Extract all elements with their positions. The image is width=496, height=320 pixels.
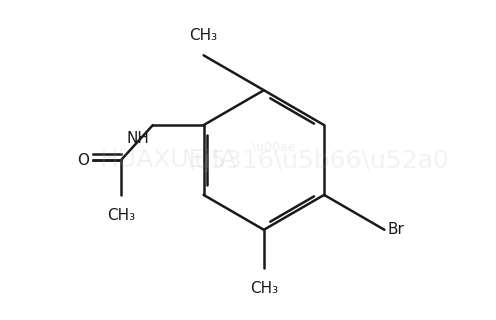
Text: NH: NH — [127, 132, 150, 147]
Text: Br: Br — [387, 222, 404, 237]
Text: O: O — [77, 153, 89, 167]
Text: CH₃: CH₃ — [107, 208, 135, 223]
Text: \u5316\u5b66\u52a0: \u5316\u5b66\u52a0 — [186, 148, 449, 172]
Text: HUAXUEJIA: HUAXUEJIA — [100, 148, 238, 172]
Text: CH₃: CH₃ — [250, 281, 278, 296]
Text: CH₃: CH₃ — [189, 28, 218, 43]
Text: \u00ae: \u00ae — [251, 141, 295, 154]
